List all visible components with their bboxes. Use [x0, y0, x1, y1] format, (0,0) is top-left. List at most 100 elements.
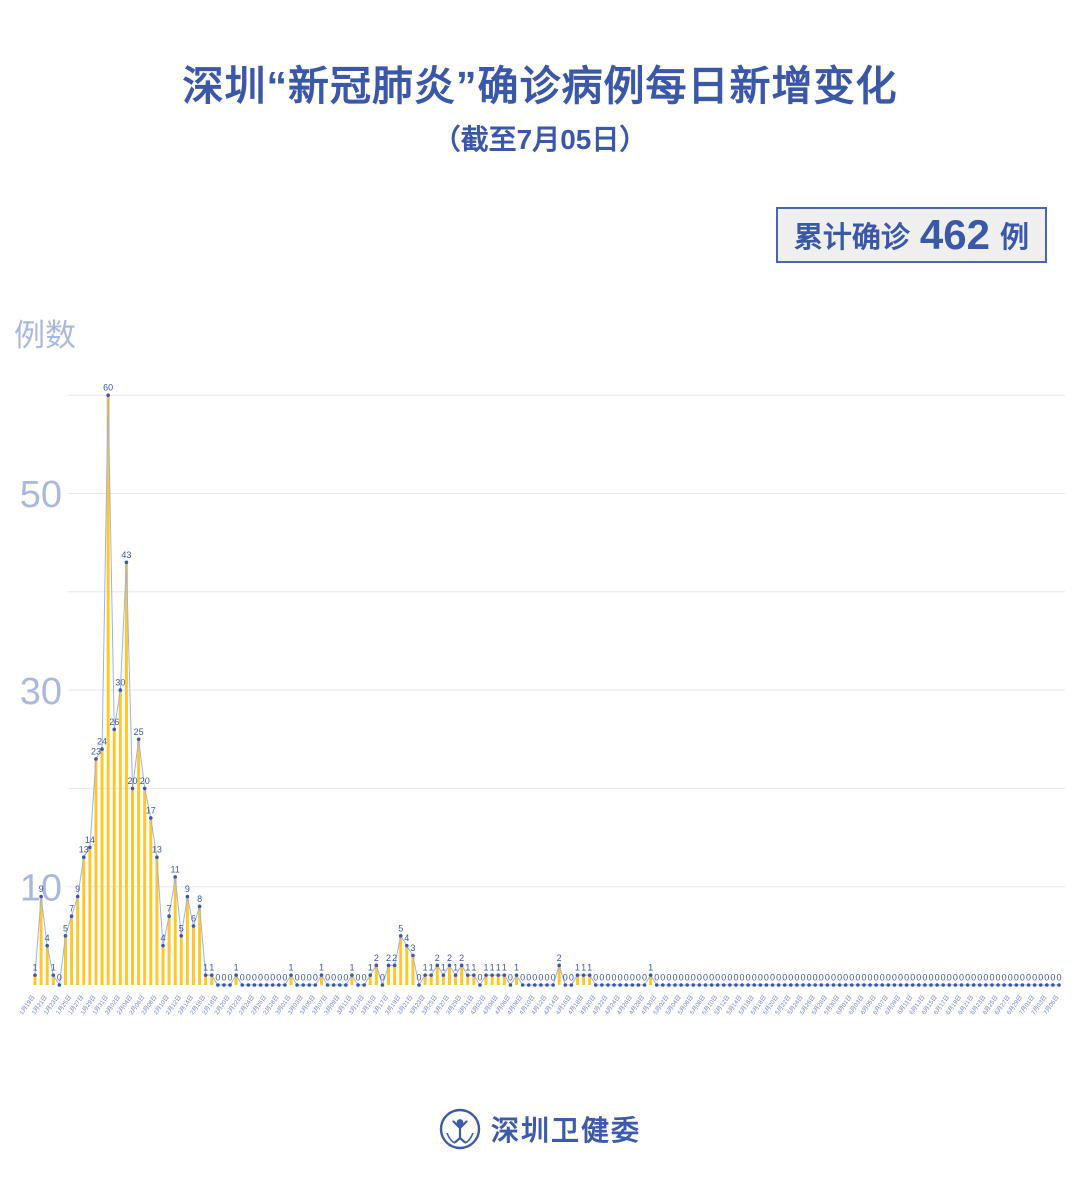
data-point	[600, 983, 604, 987]
bar	[350, 975, 354, 985]
badge-total-value: 462	[919, 211, 990, 258]
value-label: 0	[240, 973, 245, 983]
bar	[399, 935, 403, 985]
data-point	[971, 983, 976, 987]
data-point	[307, 983, 312, 987]
data-point	[801, 983, 805, 987]
data-point	[368, 973, 373, 977]
data-point	[661, 983, 665, 987]
data-point	[149, 816, 153, 820]
value-label: 1	[453, 963, 458, 973]
bar	[191, 926, 195, 985]
value-label: 0	[642, 973, 647, 983]
value-label: 2	[459, 953, 464, 963]
data-point	[478, 983, 482, 987]
data-point	[825, 983, 830, 987]
value-label: 0	[733, 973, 738, 983]
bar	[393, 965, 397, 985]
bar	[70, 916, 74, 985]
data-point	[618, 983, 622, 987]
data-point	[411, 953, 415, 958]
value-label: 0	[697, 973, 702, 983]
data-point	[94, 757, 98, 761]
data-point	[51, 973, 56, 977]
value-label: 0	[1056, 973, 1061, 983]
value-label: 0	[983, 973, 988, 983]
value-label: 0	[746, 973, 751, 983]
value-label: 0	[630, 973, 635, 983]
data-point	[325, 983, 330, 987]
data-point	[1026, 983, 1031, 987]
data-point	[782, 983, 787, 987]
data-point	[496, 973, 501, 977]
value-label: 0	[270, 973, 275, 983]
bar	[557, 965, 561, 985]
value-label: 43	[121, 550, 131, 560]
data-point	[234, 973, 238, 977]
data-point	[1020, 983, 1025, 987]
value-label: 0	[356, 973, 361, 983]
data-point	[459, 963, 464, 968]
value-label: 20	[128, 776, 138, 786]
data-point	[874, 983, 878, 987]
value-label: 0	[313, 973, 318, 983]
data-point	[703, 983, 708, 987]
value-label: 0	[1044, 973, 1049, 983]
value-label: 0	[520, 973, 525, 983]
badge-suffix-label: 例	[999, 222, 1029, 254]
data-point	[947, 983, 952, 987]
data-point	[1045, 983, 1049, 987]
data-point	[142, 786, 147, 791]
value-label: 0	[752, 973, 757, 983]
value-label: 0	[563, 973, 568, 983]
value-label: 0	[276, 973, 281, 983]
data-point	[990, 983, 994, 987]
value-label: 0	[544, 973, 549, 983]
bar	[502, 975, 506, 985]
value-label: 0	[971, 973, 976, 983]
bar	[411, 955, 415, 985]
data-point	[185, 894, 190, 899]
data-point	[405, 943, 409, 948]
value-label: 0	[569, 973, 574, 983]
data-point	[228, 983, 232, 987]
bar	[588, 975, 592, 985]
bar	[496, 975, 500, 985]
value-label: 0	[861, 973, 866, 983]
value-label: 8	[197, 894, 202, 904]
data-point	[667, 983, 671, 987]
data-point	[57, 983, 62, 987]
value-label: 0	[605, 973, 610, 983]
data-point	[465, 973, 470, 977]
value-label: 0	[325, 973, 330, 983]
bar	[319, 975, 323, 985]
data-point	[959, 983, 964, 987]
data-point	[587, 973, 592, 977]
data-point	[209, 973, 214, 977]
data-point	[1002, 983, 1006, 987]
data-point	[514, 973, 519, 977]
bar	[63, 935, 67, 985]
data-point	[654, 983, 659, 987]
data-point	[880, 983, 885, 987]
bar	[472, 975, 476, 985]
value-label: 0	[910, 973, 915, 983]
data-point	[929, 983, 933, 987]
data-point	[380, 983, 385, 987]
bar	[173, 876, 177, 985]
value-label: 0	[246, 973, 251, 983]
bar	[185, 896, 189, 985]
bar	[582, 975, 586, 985]
data-point	[179, 934, 184, 938]
value-label: 1	[581, 963, 586, 973]
data-point	[331, 983, 336, 987]
data-point	[569, 983, 574, 987]
value-label: 1	[209, 963, 214, 973]
bar	[575, 975, 579, 985]
data-point	[630, 983, 635, 987]
bar	[124, 562, 128, 985]
data-point	[904, 983, 909, 987]
value-label: 2	[435, 953, 440, 963]
value-label: 0	[947, 973, 952, 983]
value-label: 0	[538, 973, 543, 983]
